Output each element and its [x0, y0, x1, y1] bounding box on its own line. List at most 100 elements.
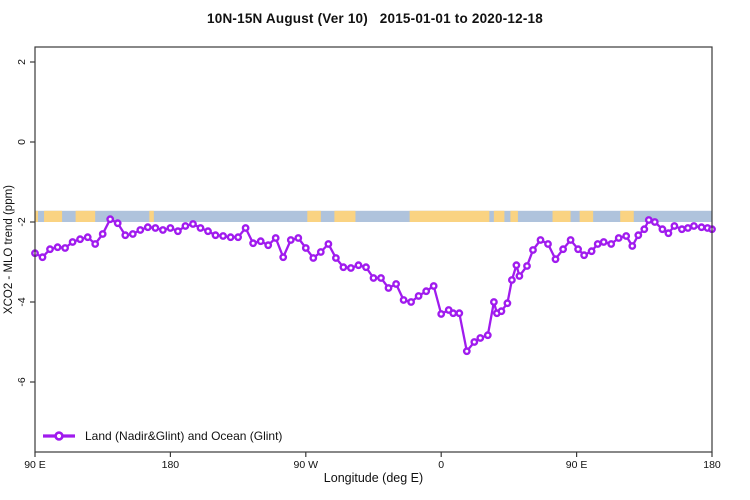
- land-patch: [75, 210, 96, 222]
- data-point-marker: [286, 236, 295, 244]
- x-axis-label: Longitude (deg E): [323, 471, 424, 485]
- data-point-marker: [249, 239, 258, 248]
- data-point-marker: [91, 240, 100, 248]
- data-point-marker: [544, 240, 552, 248]
- data-point-marker: [46, 245, 54, 254]
- data-point-marker: [143, 223, 152, 232]
- data-point-marker: [462, 347, 471, 356]
- y-tick-label: -2: [16, 217, 28, 226]
- data-point-marker: [369, 274, 378, 282]
- data-point-marker: [121, 231, 130, 240]
- data-point-marker: [497, 307, 506, 316]
- legend: Land (Nadir&Glint) and Ocean (Glint): [42, 429, 282, 443]
- data-point-marker: [301, 244, 310, 252]
- x-tick-label: 180: [162, 459, 180, 471]
- data-point-marker: [622, 232, 631, 240]
- data-point-marker: [634, 231, 643, 240]
- data-point-marker: [158, 226, 167, 234]
- land-patch: [510, 210, 518, 222]
- land-patch: [44, 210, 63, 222]
- plot-frame: [34, 46, 713, 453]
- data-point-marker: [536, 236, 545, 244]
- data-point-marker: [128, 230, 137, 238]
- x-tick-label: 180: [703, 459, 721, 471]
- data-point-marker: [658, 225, 667, 234]
- data-point-marker: [690, 222, 698, 230]
- x-tick-label: 0: [438, 459, 444, 471]
- data-point-marker: [181, 222, 190, 230]
- data-point-marker: [628, 242, 637, 250]
- data-point-marker: [173, 227, 182, 236]
- land-patch: [552, 210, 571, 222]
- data-point-marker: [422, 287, 431, 296]
- data-point-marker: [449, 309, 458, 318]
- data-point-marker: [346, 264, 355, 272]
- data-point-marker: [271, 234, 280, 242]
- data-point-marker: [392, 280, 400, 288]
- data-point-marker: [226, 233, 235, 242]
- ocean-band: [35, 210, 712, 222]
- land-patch: [579, 210, 594, 222]
- data-point-marker: [455, 309, 464, 318]
- x-tick-label: 90 E: [566, 459, 588, 471]
- data-point-marker: [489, 298, 498, 306]
- data-point-marker: [399, 296, 408, 304]
- data-point-marker: [614, 234, 623, 242]
- data-point-marker: [678, 225, 686, 234]
- data-point-marker: [98, 230, 107, 238]
- land-patch: [149, 210, 154, 222]
- legend-label: Land (Nadir&Glint) and Ocean (Glint): [85, 429, 283, 443]
- data-point-marker: [697, 223, 706, 232]
- data-point-marker: [507, 276, 516, 284]
- data-point-marker: [670, 222, 679, 230]
- data-point-marker: [339, 263, 348, 272]
- data-point-marker: [384, 284, 393, 292]
- data-point-marker: [414, 292, 423, 300]
- data-point-marker: [593, 240, 602, 248]
- data-point-marker: [264, 241, 273, 250]
- data-point-marker: [68, 238, 77, 246]
- data-point-marker: [566, 236, 575, 244]
- data-point-marker: [106, 215, 115, 224]
- data-point-marker: [76, 235, 85, 244]
- land-patch: [334, 210, 356, 222]
- land-patch: [493, 210, 505, 222]
- data-point-marker: [354, 261, 363, 270]
- data-point-marker: [529, 246, 537, 254]
- data-point-marker: [512, 261, 521, 270]
- data-point-marker: [151, 224, 160, 232]
- data-point-marker: [437, 310, 446, 318]
- data-point-marker: [664, 229, 673, 238]
- y-axis-label: XCO2 - MLO trend (ppm): [0, 47, 18, 452]
- data-point-marker: [234, 233, 243, 242]
- data-point-marker: [309, 254, 318, 262]
- data-point-marker: [204, 227, 212, 236]
- x-tick-label: 90 W: [294, 459, 319, 471]
- land-patch: [35, 210, 39, 222]
- land-patch: [409, 210, 490, 222]
- data-point-marker: [377, 274, 385, 282]
- x-tick-label: 90 E: [24, 459, 46, 471]
- data-point-marker: [324, 240, 333, 248]
- data-point-marker: [515, 272, 524, 280]
- data-point-marker: [476, 334, 485, 342]
- land-patch: [307, 210, 321, 222]
- legend-circle: [54, 431, 64, 441]
- data-point-marker: [136, 226, 145, 234]
- land-patch: [620, 210, 634, 222]
- data-point-marker: [551, 255, 560, 264]
- data-point-marker: [407, 298, 415, 306]
- data-point-marker: [587, 247, 596, 256]
- data-point-marker: [523, 262, 531, 270]
- data-point-marker: [331, 254, 340, 262]
- data-point-marker: [83, 233, 92, 242]
- data-point-marker: [574, 245, 582, 254]
- data-point-marker: [599, 238, 608, 246]
- data-point-marker: [189, 220, 197, 228]
- data-point-marker: [38, 253, 47, 262]
- y-tick-label: -4: [16, 297, 28, 306]
- data-point-marker: [61, 244, 69, 252]
- data-point-marker: [650, 218, 659, 226]
- data-point-marker: [113, 219, 122, 228]
